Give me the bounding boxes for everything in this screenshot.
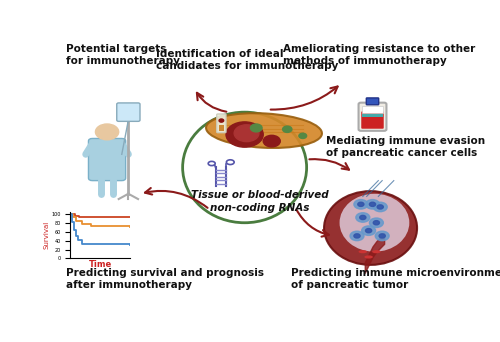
Circle shape	[96, 124, 118, 140]
FancyArrowPatch shape	[270, 87, 338, 109]
Circle shape	[263, 135, 280, 147]
FancyArrowPatch shape	[310, 159, 349, 170]
Text: Predicting immune microenvironment
of pancreatic tumor: Predicting immune microenvironment of pa…	[291, 267, 500, 290]
Circle shape	[234, 125, 259, 142]
Text: Ameliorating resistance to other
methods of immunotherapy: Ameliorating resistance to other methods…	[284, 44, 476, 66]
FancyBboxPatch shape	[216, 114, 226, 133]
Circle shape	[354, 200, 368, 209]
Circle shape	[354, 234, 360, 238]
Circle shape	[299, 133, 306, 139]
Text: Tissue or blood-derived
non-coding RNAs: Tissue or blood-derived non-coding RNAs	[192, 190, 329, 213]
Ellipse shape	[358, 250, 367, 253]
Circle shape	[374, 221, 380, 225]
Ellipse shape	[364, 255, 373, 259]
Circle shape	[366, 200, 380, 209]
FancyBboxPatch shape	[88, 139, 126, 181]
Circle shape	[358, 202, 364, 207]
Circle shape	[374, 202, 387, 212]
Bar	[362, 114, 382, 117]
Circle shape	[219, 119, 224, 122]
FancyBboxPatch shape	[362, 111, 384, 129]
Text: Identification of ideal
candidates for immunotherapy: Identification of ideal candidates for i…	[156, 49, 338, 71]
Circle shape	[350, 231, 364, 241]
Circle shape	[370, 218, 384, 227]
FancyArrowPatch shape	[296, 209, 329, 237]
Ellipse shape	[372, 250, 380, 253]
Circle shape	[377, 205, 384, 209]
Text: Predicting survival and prognosis
after immunotherapy: Predicting survival and prognosis after …	[66, 267, 264, 290]
Text: Potential targets
for immunotherapy: Potential targets for immunotherapy	[66, 44, 180, 66]
Circle shape	[375, 231, 389, 241]
FancyBboxPatch shape	[117, 103, 140, 121]
Ellipse shape	[340, 194, 409, 252]
Circle shape	[370, 202, 376, 207]
Circle shape	[250, 124, 262, 132]
Bar	[362, 106, 382, 114]
FancyArrowPatch shape	[145, 188, 208, 208]
FancyArrowPatch shape	[197, 93, 226, 112]
Ellipse shape	[206, 113, 322, 148]
Circle shape	[360, 215, 366, 220]
Text: Mediating immune evasion
of pancreatic cancer cells: Mediating immune evasion of pancreatic c…	[326, 136, 485, 158]
Circle shape	[366, 228, 372, 233]
FancyBboxPatch shape	[358, 103, 386, 131]
Circle shape	[226, 122, 263, 147]
Circle shape	[356, 213, 370, 222]
Circle shape	[282, 126, 292, 132]
Circle shape	[379, 234, 386, 238]
FancyBboxPatch shape	[366, 98, 378, 105]
Bar	[218, 125, 224, 131]
Circle shape	[362, 226, 376, 235]
Ellipse shape	[324, 191, 417, 265]
